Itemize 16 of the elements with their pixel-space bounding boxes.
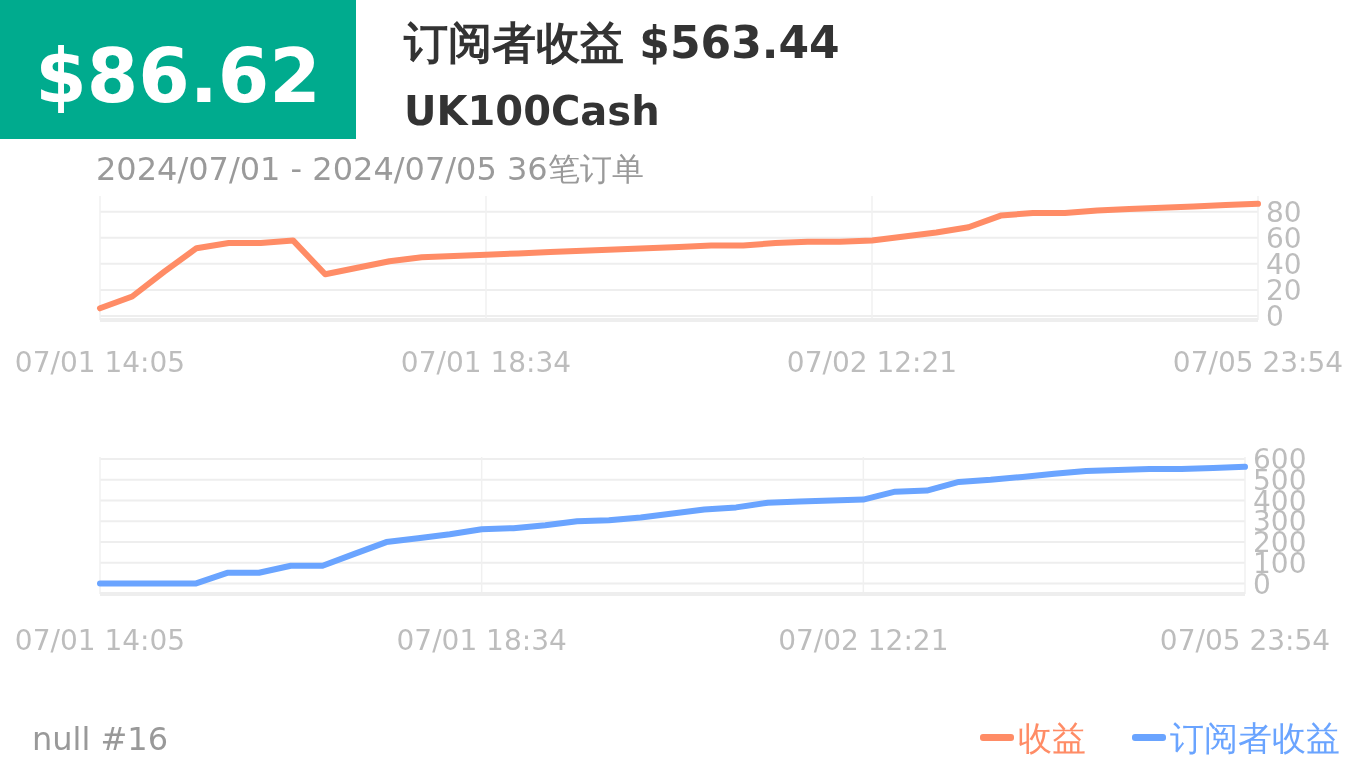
x-tick-label: 07/01 18:34 [396, 624, 567, 657]
x-tick-label: 07/01 18:34 [400, 346, 572, 379]
legend-label: 收益 [1018, 718, 1086, 758]
text: $86.62 [35, 33, 321, 119]
x-tick-label: 07/05 23:54 [1172, 346, 1344, 379]
text: null #16 [32, 720, 169, 758]
text: 2024/07/01 - 2024/07/05 36笔订单 [96, 150, 644, 188]
chart-title: 订阅者收益 $563.44 [403, 17, 840, 68]
x-tick-label: 07/02 12:21 [786, 346, 958, 379]
x-tick-label: 07/01 14:05 [14, 624, 186, 657]
x-tick-label: 07/02 12:21 [778, 624, 949, 657]
y-tick-label: 0 [1266, 300, 1284, 334]
x-tick-label: 07/01 14:05 [14, 346, 186, 379]
legend-label: 订阅者收益 [1170, 718, 1340, 758]
x-tick-label: 07/05 23:54 [1159, 624, 1331, 657]
chart-subtitle: UK100Cash [404, 88, 660, 134]
